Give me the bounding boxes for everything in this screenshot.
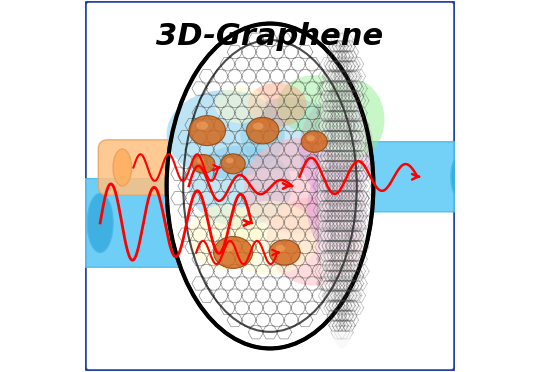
- Ellipse shape: [113, 149, 132, 186]
- Ellipse shape: [221, 243, 234, 251]
- Text: 3D-Graphene: 3D-Graphene: [157, 22, 383, 51]
- Ellipse shape: [248, 83, 307, 127]
- Ellipse shape: [269, 240, 300, 265]
- Ellipse shape: [167, 23, 373, 349]
- Ellipse shape: [197, 122, 208, 130]
- FancyBboxPatch shape: [240, 142, 484, 212]
- Ellipse shape: [226, 158, 234, 163]
- Ellipse shape: [307, 164, 366, 253]
- Ellipse shape: [278, 75, 351, 134]
- FancyBboxPatch shape: [52, 179, 237, 267]
- Ellipse shape: [318, 23, 366, 349]
- Ellipse shape: [301, 131, 327, 152]
- Ellipse shape: [189, 145, 292, 227]
- Ellipse shape: [167, 90, 285, 179]
- Ellipse shape: [244, 138, 355, 234]
- FancyBboxPatch shape: [98, 140, 235, 195]
- Ellipse shape: [221, 154, 245, 174]
- Ellipse shape: [189, 116, 226, 145]
- Ellipse shape: [189, 205, 262, 271]
- Ellipse shape: [253, 122, 264, 130]
- Ellipse shape: [266, 197, 362, 286]
- Ellipse shape: [307, 135, 315, 141]
- Ellipse shape: [214, 86, 266, 123]
- FancyBboxPatch shape: [85, 1, 455, 371]
- Ellipse shape: [246, 117, 279, 144]
- Ellipse shape: [197, 158, 204, 163]
- Ellipse shape: [240, 97, 336, 171]
- Ellipse shape: [222, 201, 318, 275]
- Ellipse shape: [318, 79, 384, 160]
- Ellipse shape: [275, 245, 286, 252]
- Ellipse shape: [451, 153, 473, 201]
- Ellipse shape: [300, 97, 373, 201]
- Ellipse shape: [87, 193, 113, 253]
- Ellipse shape: [214, 237, 253, 269]
- Ellipse shape: [192, 154, 215, 173]
